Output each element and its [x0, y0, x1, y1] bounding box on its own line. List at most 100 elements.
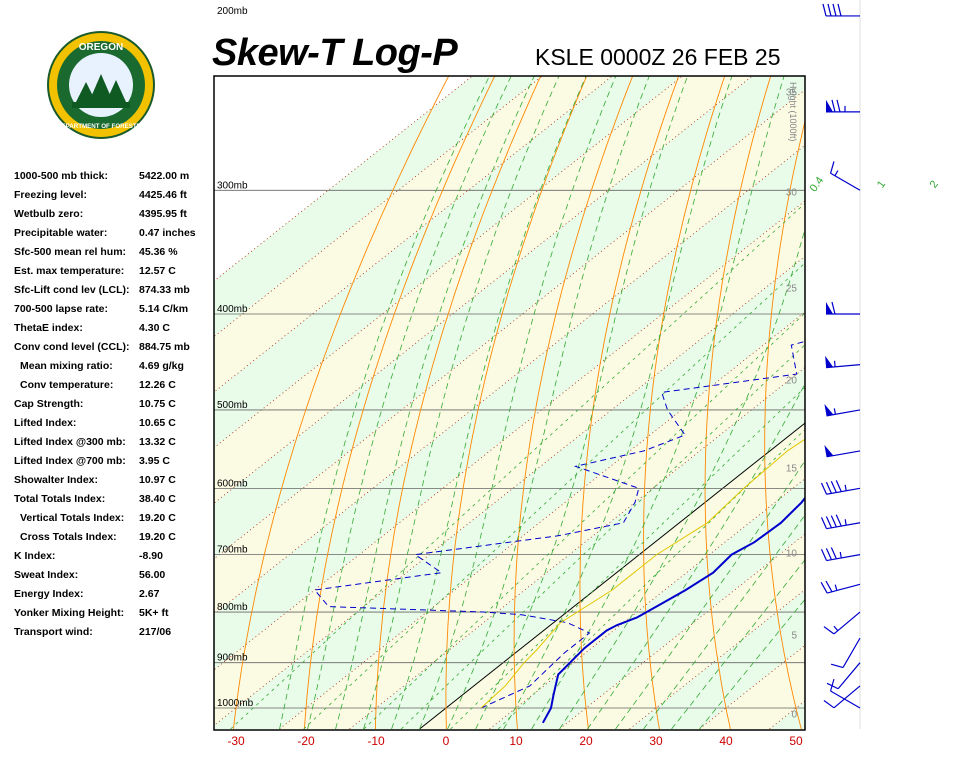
dry-adiabat [879, 0, 960, 729]
wind-barb-staff [833, 611, 861, 635]
wind-barb [826, 99, 860, 113]
parcel-line [480, 438, 805, 709]
mixing-ratio-label: 1 [875, 179, 888, 191]
wind-barb-staff [826, 487, 861, 495]
index-row: Precipitable water: 0.47 inches [14, 227, 214, 246]
wind-barb-flag [820, 548, 828, 561]
pressure-label: 1000mb [217, 698, 254, 709]
index-label: Sweat Index: [14, 569, 79, 581]
wind-barb [829, 161, 861, 191]
index-row: Lifted Index @700 mb: 3.95 C [14, 455, 214, 474]
wind-barb-staff [827, 583, 861, 594]
height-tick-label: 0 [791, 710, 797, 721]
index-value: -8.90 [139, 550, 163, 562]
index-row: 700-500 lapse rate: 5.14 C/km [14, 303, 214, 322]
wind-barb-flag [830, 663, 844, 669]
moist-adiabat [531, 76, 785, 730]
index-row: Lifted Index @300 mb: 13.32 C [14, 436, 214, 455]
isotherm-band [214, 256, 805, 729]
wind-barb [820, 480, 861, 495]
wind-barb-flag [823, 700, 835, 709]
index-label: Mean mixing ratio: [20, 360, 113, 372]
dry-adiabat [704, 76, 772, 730]
index-row: Sfc-Lift cond lev (LCL): 874.33 mb [14, 284, 214, 303]
wind-barb-halfflag [844, 484, 847, 491]
wind-barb-halfflag [834, 170, 839, 177]
wind-barb-flag [825, 516, 832, 529]
wind-barb [822, 3, 860, 17]
index-label: Total Totals Index: [14, 493, 106, 505]
wind-barb-staff [826, 522, 861, 530]
mixing-ratio-line [363, 312, 805, 730]
mixing-ratio-line [450, 386, 805, 730]
index-label: Conv temperature: [20, 379, 114, 391]
logo-bottom-text: DEPARTMENT OF FORESTRY [57, 123, 146, 130]
pressure-label: 800mb [217, 602, 248, 613]
index-value: 19.20 C [139, 531, 176, 543]
moist-adiabat [391, 76, 587, 730]
index-label: Freezing level: [14, 189, 87, 201]
wind-barb [829, 678, 861, 709]
index-value: 56.00 [139, 569, 166, 581]
index-label: Vertical Totals Index: [20, 512, 125, 524]
dry-adiabat [933, 0, 960, 729]
freezing-isotherm [419, 422, 805, 730]
dry-adiabat [513, 76, 634, 730]
wind-barb-flag [829, 161, 835, 174]
index-value: 45.36 % [139, 246, 178, 258]
index-row: 1000-500 mb thick: 5422.00 m [14, 170, 214, 189]
index-row: Conv temperature: 12.26 C [14, 379, 214, 398]
height-axis-label: Height (1000ft) [788, 82, 798, 142]
index-label: Yonker Mixing Height: [14, 607, 125, 619]
index-label: Est. max temperature: [14, 265, 125, 277]
plot-area [214, 0, 960, 730]
wind-barb [826, 301, 860, 315]
index-label: Energy Index: [14, 588, 84, 600]
wind-barb-flag [835, 514, 842, 527]
wind-barb-flag [831, 301, 836, 315]
temperature-tick-label: -30 [227, 734, 245, 748]
wind-barb-flag [830, 547, 837, 560]
index-value: 10.75 C [139, 398, 176, 410]
wind-barb [820, 514, 861, 530]
index-row: ThetaE index: 4.30 C [14, 322, 214, 341]
station-time-label: KSLE 0000Z 26 FEB 25 [535, 44, 781, 70]
index-value: 10.65 C [139, 417, 176, 429]
mixing-ratio-label: 2 [928, 179, 941, 191]
isotherm-band [214, 200, 805, 726]
wind-barb-staff [830, 690, 861, 709]
moist-adiabat [559, 227, 805, 730]
wind-barb-flag [835, 480, 842, 492]
index-row: Cap Strength: 10.75 C [14, 398, 214, 417]
wind-barb [820, 547, 861, 562]
temperature-tick-label: -10 [367, 734, 385, 748]
index-label: Precipitable water: [14, 227, 108, 239]
dry-adiabat [303, 76, 496, 730]
wind-barb [820, 580, 861, 594]
dry-adiabat [374, 76, 542, 730]
wind-barb-staff [842, 637, 861, 668]
index-value: 10.97 C [139, 474, 176, 486]
wind-barb-flag [825, 548, 832, 560]
wind-barb-flag [820, 517, 828, 529]
moist-adiabat [475, 76, 689, 730]
height-tick-label: 10 [786, 549, 798, 560]
height-tick-label: 5 [791, 631, 797, 642]
temperature-line [542, 496, 805, 724]
wind-barb-flag [830, 515, 837, 528]
wind-barb-flag [837, 3, 842, 17]
moist-adiabat [587, 383, 805, 730]
index-value: 3.95 C [139, 455, 170, 467]
wind-barb-staff [826, 554, 861, 562]
pressure-label: 500mb [217, 400, 248, 411]
index-row: Energy Index: 2.67 [14, 588, 214, 607]
moist-adiabat [279, 76, 490, 730]
moist-adiabat [419, 76, 617, 730]
wind-barb-flag [836, 99, 841, 113]
wind-barb-pennant [826, 99, 833, 112]
wind-barb-pennant [825, 355, 834, 368]
index-value: 217/06 [139, 626, 172, 638]
temperature-tick-label: 0 [443, 734, 450, 748]
wind-barb [823, 611, 861, 635]
wind-barb [823, 685, 861, 709]
